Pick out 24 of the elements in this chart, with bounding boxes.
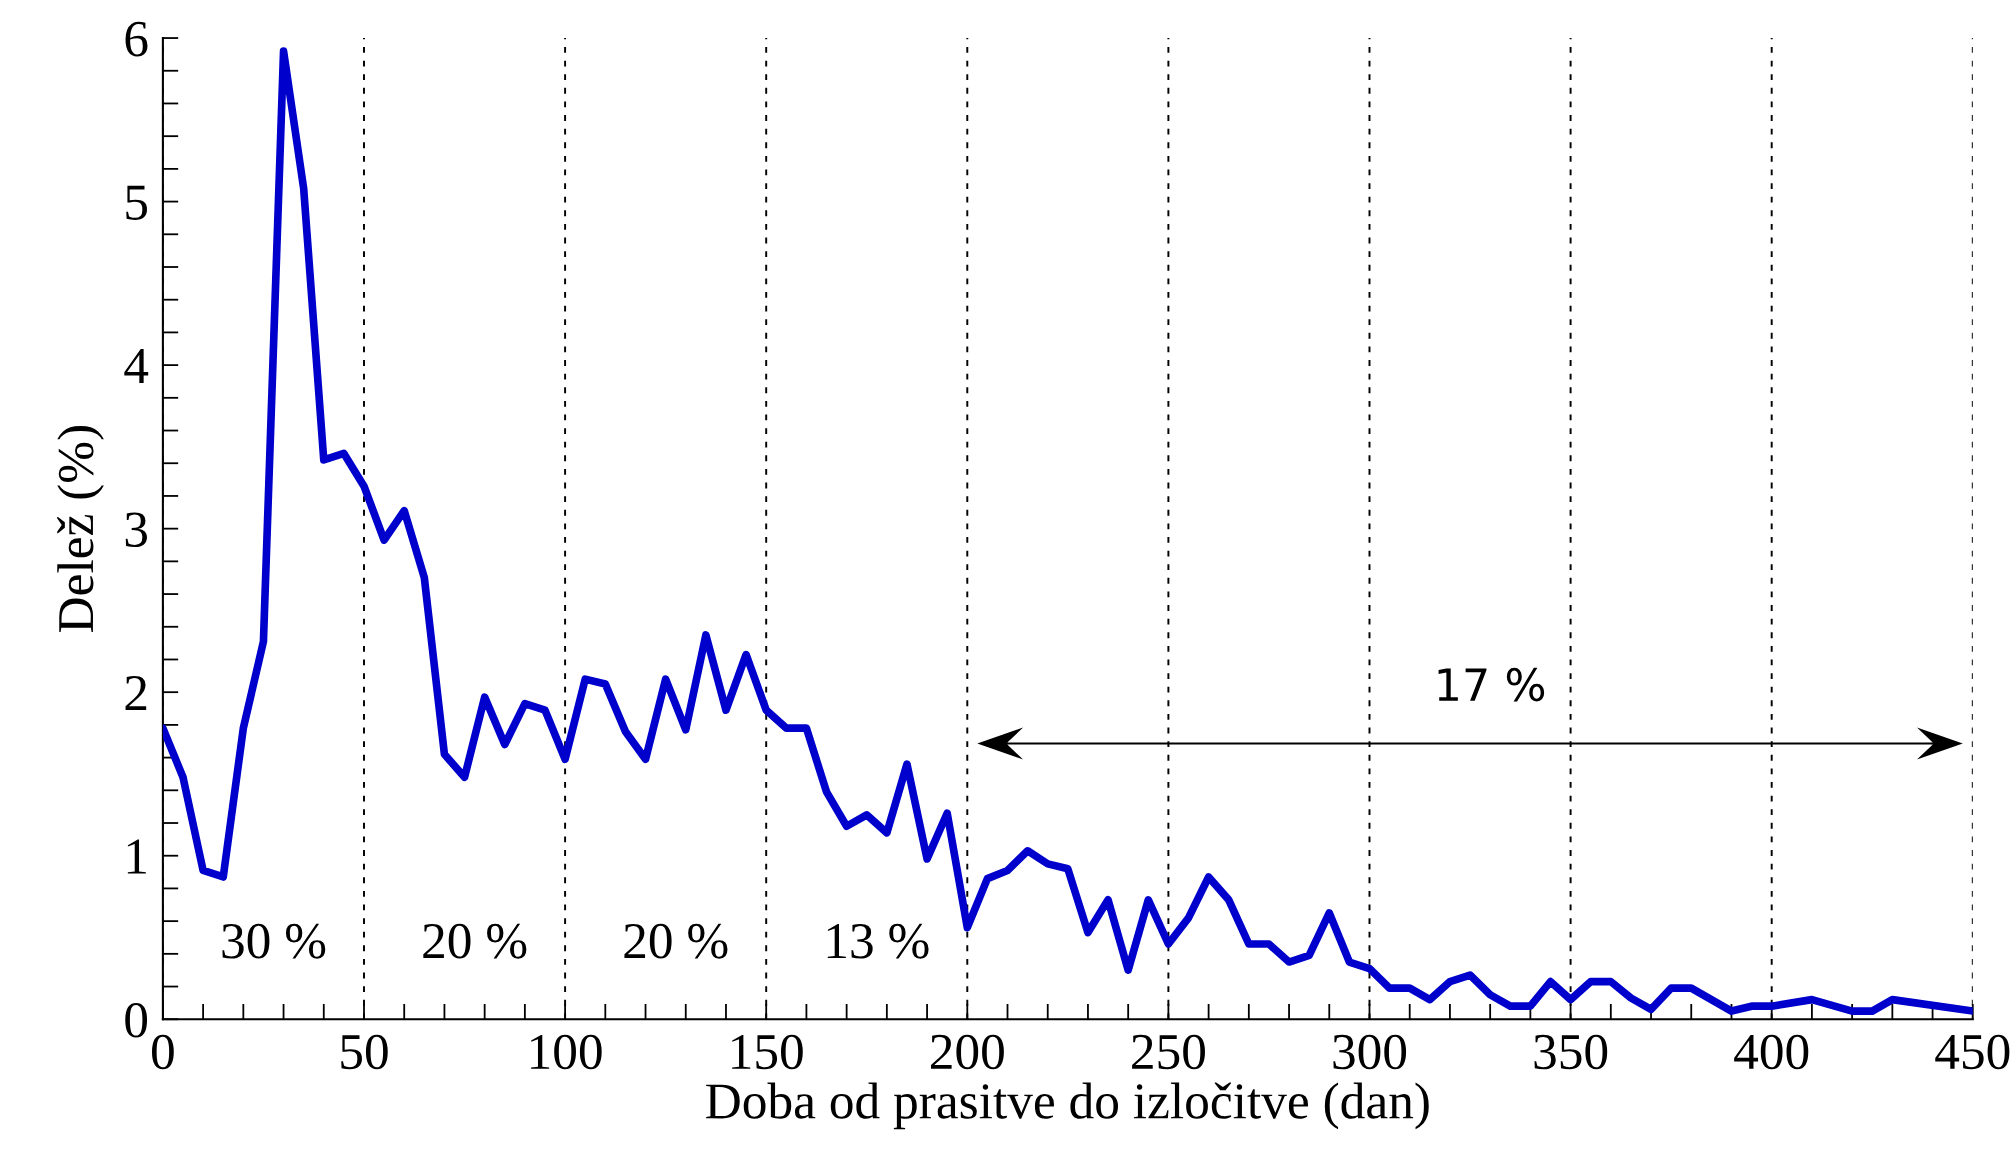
x-axis-title: Doba od prasitve do izločitve (dan) <box>706 1082 1429 1130</box>
x-tick-label: 100 <box>531 1034 602 1070</box>
y-tick-label: 5 <box>126 185 147 220</box>
x-tick-label: 200 <box>931 1034 1004 1070</box>
x-tick-label: 350 <box>1534 1034 1608 1070</box>
x-tick-label: 0 <box>152 1034 174 1070</box>
y-tick-label: 1 <box>127 839 146 874</box>
annotation: 17 % <box>1438 667 1545 702</box>
x-tick-label: 250 <box>1132 1034 1205 1070</box>
y-tick-label: 0 <box>125 1002 148 1038</box>
y-tick-label: 3 <box>125 512 147 547</box>
annotation: 20 % <box>624 923 728 959</box>
y-tick-label: 6 <box>125 21 148 57</box>
x-tick-label: 150 <box>732 1034 803 1070</box>
annotation: 13 % <box>827 923 929 959</box>
annotation: 20 % <box>423 923 527 959</box>
annotation: 30 % <box>222 923 326 959</box>
y-tick-label: 2 <box>125 675 147 711</box>
x-tick-label: 300 <box>1333 1034 1407 1070</box>
y-axis-title: Delež (%) <box>57 426 104 633</box>
y-tick-label: 4 <box>124 349 149 383</box>
x-tick-label: 50 <box>341 1034 388 1070</box>
x-tick-label: 450 <box>1935 1034 2010 1070</box>
x-tick-label: 400 <box>1734 1034 1809 1070</box>
